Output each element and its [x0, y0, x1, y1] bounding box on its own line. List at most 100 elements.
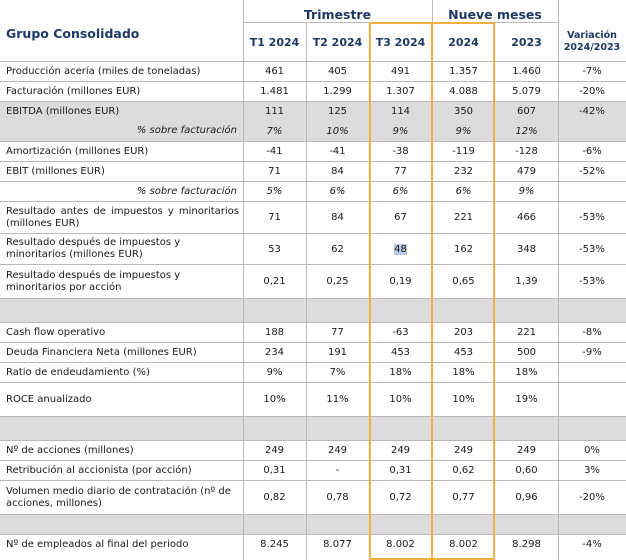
cell-2023: 9% [495, 181, 558, 202]
cell-t2: 77 [306, 322, 369, 343]
row-label: Resultado después de impuestos y minorit… [0, 264, 243, 299]
cell-t3: 1.307 [369, 81, 432, 102]
row-label: Producción acería (miles de toneladas) [0, 61, 243, 82]
cell-variacion [558, 181, 626, 202]
cell-2023: 12% [495, 121, 558, 142]
cell-2024: 4.088 [432, 81, 495, 102]
row-label: Ratio de endeudamiento (%) [0, 362, 243, 383]
cell-t2: 125 [306, 101, 369, 122]
cell-2024: 0,65 [432, 264, 495, 299]
cell-2024: 10% [432, 382, 495, 417]
cell-variacion: -4% [558, 534, 626, 555]
cell-t3: 9% [369, 121, 432, 142]
row-label: Cash flow operativo [0, 322, 243, 343]
table-row: Deuda Financiera Neta (millones EUR) 234… [0, 342, 626, 363]
column-divider [558, 0, 559, 560]
cell-t2: 191 [306, 342, 369, 363]
cell-variacion: 3% [558, 460, 626, 481]
table-row: Facturación (millones EUR) 1.481 1.299 1… [0, 81, 626, 102]
row-label: Resultado antes de impuestos y minoritar… [0, 201, 243, 234]
cell-t3[interactable]: 48 [369, 233, 432, 265]
cell-t1: 249 [243, 440, 306, 461]
cell-2023: 0,96 [495, 480, 558, 515]
header-row-columns: T1 2024 T2 2024 T3 2024 2024 2023 Variac… [0, 22, 626, 62]
cell-2024: 0,77 [432, 480, 495, 515]
table-row: Cash flow operativo 188 77 -63 203 221 -… [0, 322, 626, 343]
table-row: Retribución al accionista (por acción) 0… [0, 460, 626, 481]
cell-variacion: -52% [558, 161, 626, 182]
cell-t1: 71 [243, 201, 306, 234]
col-header-2023: 2023 [495, 22, 558, 62]
cell-t3: -38 [369, 141, 432, 162]
cell-t1: 1.481 [243, 81, 306, 102]
cell-variacion [558, 382, 626, 417]
row-label: % sobre facturación [0, 121, 243, 142]
cell-t3: 0,19 [369, 264, 432, 299]
cell-t3: 8.002 [369, 534, 432, 555]
cell-t3: 67 [369, 201, 432, 234]
cell-2023: 607 [495, 101, 558, 122]
cell-t3: 249 [369, 440, 432, 461]
cell-2024: 221 [432, 201, 495, 234]
col-header-2024: 2024 [432, 22, 495, 62]
cell-variacion: -53% [558, 201, 626, 234]
cell-variacion: -8% [558, 322, 626, 343]
cell-t1: 0,21 [243, 264, 306, 299]
row-label: Facturación (millones EUR) [0, 81, 243, 102]
cell-t2: 6% [306, 181, 369, 202]
cell-t1: 188 [243, 322, 306, 343]
table-row: Resultado antes de impuestos y minoritar… [0, 201, 626, 234]
cell-t3: 77 [369, 161, 432, 182]
cell-2023: 1.460 [495, 61, 558, 82]
table-row: Resultado después de impuestos y minorit… [0, 233, 626, 265]
variacion-line1: Variación [567, 29, 617, 41]
nueve-meses-header: Nueve meses [448, 7, 542, 22]
cell-variacion: 0% [558, 440, 626, 461]
cell-variacion: -42% [558, 101, 626, 122]
cell-t2: 405 [306, 61, 369, 82]
col-header-t3-2024: T3 2024 [369, 22, 432, 62]
cell-variacion [558, 121, 626, 142]
cell-2024: 453 [432, 342, 495, 363]
column-divider [306, 22, 307, 560]
selected-value[interactable]: 48 [394, 243, 407, 255]
table-row: Ratio de endeudamiento (%) 9% 7% 18% 18%… [0, 362, 626, 383]
table-row: EBIT (millones EUR) 71 84 77 232 479 -52… [0, 161, 626, 182]
cell-variacion [558, 362, 626, 383]
cell-2024: 0,62 [432, 460, 495, 481]
cell-2024: 1.357 [432, 61, 495, 82]
cell-2023: 249 [495, 440, 558, 461]
cell-2023: 221 [495, 322, 558, 343]
cell-2023: 348 [495, 233, 558, 265]
cell-t1: 8.245 [243, 534, 306, 555]
cell-t2: 1.299 [306, 81, 369, 102]
cell-2024: -119 [432, 141, 495, 162]
cell-t2: 11% [306, 382, 369, 417]
table-row: Amortización (millones EUR) -41 -41 -38 … [0, 141, 626, 162]
cell-2024: 9% [432, 121, 495, 142]
table-row: Resultado después de impuestos y minorit… [0, 264, 626, 299]
cell-t1: 0,82 [243, 480, 306, 515]
row-label: Nº de acciones (millones) [0, 440, 243, 461]
cell-2024: 203 [432, 322, 495, 343]
cell-t3: 18% [369, 362, 432, 383]
cell-t1: 71 [243, 161, 306, 182]
table-row: % sobre facturación 7% 10% 9% 9% 12% [0, 121, 626, 142]
column-divider [432, 0, 433, 560]
section-separator [0, 298, 626, 323]
row-label: Resultado después de impuestos y minorit… [0, 233, 243, 265]
cell-t1: 53 [243, 233, 306, 265]
group-title: Grupo Consolidado [6, 26, 140, 41]
cell-2023: 19% [495, 382, 558, 417]
cell-t3: 6% [369, 181, 432, 202]
cell-2023: 500 [495, 342, 558, 363]
header-row-top: Grupo Consolidado Trimestre Nueve meses [0, 0, 626, 41]
cell-2024: 249 [432, 440, 495, 461]
cell-t2: 62 [306, 233, 369, 265]
row-label: Deuda Financiera Neta (millones EUR) [0, 342, 243, 363]
cell-t1: 111 [243, 101, 306, 122]
section-separator [0, 416, 626, 441]
cell-t2: 7% [306, 362, 369, 383]
cell-2023: -128 [495, 141, 558, 162]
